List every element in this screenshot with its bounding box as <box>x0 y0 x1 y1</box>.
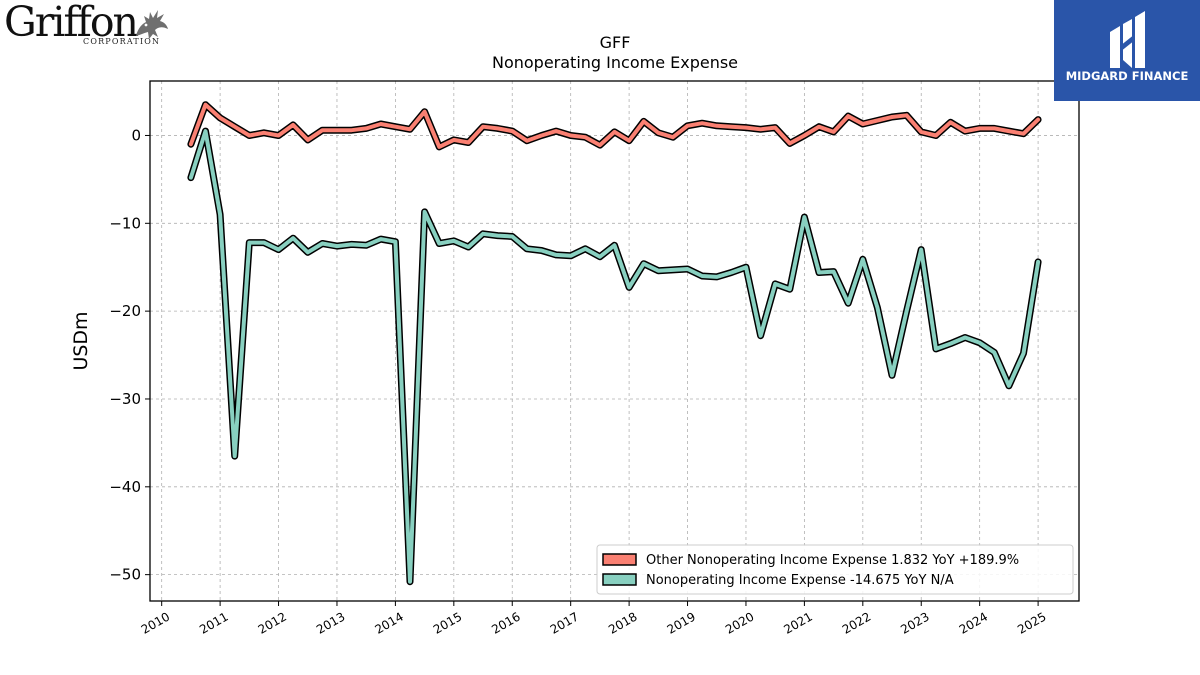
x-tick-label: 2016 <box>489 609 522 636</box>
series-line-outline <box>187 127 1042 586</box>
griffin-icon <box>136 10 168 39</box>
y-tick-label: −20 <box>109 302 141 320</box>
x-tick-label: 2020 <box>723 609 756 636</box>
chart-title: GFF <box>600 33 631 52</box>
x-tick-label: 2018 <box>606 609 639 636</box>
x-tick-label: 2010 <box>139 609 172 636</box>
x-tick-label: 2025 <box>1015 609 1048 636</box>
griffon-logo-wordmark: Griffon <box>4 0 139 46</box>
y-axis-label: USDm <box>70 311 92 370</box>
series-1 <box>187 127 1042 586</box>
series-line-outline <box>187 101 1042 151</box>
grid <box>150 81 1079 601</box>
x-tick-label: 2021 <box>781 609 814 636</box>
x-tick-label: 2022 <box>840 609 873 636</box>
chart-subtitle: Nonoperating Income Expense <box>492 53 738 72</box>
x-tick-label: 2019 <box>665 609 698 636</box>
x-tick-label: 2014 <box>372 609 405 636</box>
legend: Other Nonoperating Income Expense 1.832 … <box>596 544 1074 595</box>
legend-swatch <box>602 553 637 566</box>
legend-label: Other Nonoperating Income Expense 1.832 … <box>646 553 1019 568</box>
y-tick-label: 0 <box>131 126 141 144</box>
x-tick-label: 2011 <box>197 609 230 636</box>
plot-frame <box>149 80 1080 602</box>
x-tick-label: 2023 <box>898 609 931 636</box>
x-tick-label: 2024 <box>957 609 990 636</box>
y-tick-label: −50 <box>109 566 141 584</box>
y-tick-label: −40 <box>109 478 141 496</box>
legend-box <box>596 544 1074 595</box>
griffon-logo-subtitle: CORPORATION <box>83 37 161 46</box>
y-tick-label: −10 <box>109 214 141 232</box>
x-tick-label: 2017 <box>548 609 581 636</box>
series-line <box>188 129 1041 584</box>
y-tick-label: −30 <box>109 390 141 408</box>
series-0 <box>187 101 1042 151</box>
series-lines <box>187 101 1042 586</box>
midgard-finance-name: MIDGARD FINANCE <box>1065 69 1189 83</box>
x-tick-label: 2015 <box>431 609 464 636</box>
x-tick-label: 2013 <box>314 609 347 636</box>
series-line <box>188 102 1041 149</box>
legend-label: Nonoperating Income Expense -14.675 YoY … <box>646 573 954 588</box>
x-tick-label: 2012 <box>256 609 289 636</box>
midgard-finance-logo: MIDGARD FINANCE <box>1054 0 1200 101</box>
legend-swatch <box>602 573 637 586</box>
griffon-logo: Griffon CORPORATION <box>4 0 174 50</box>
midgard-mark-icon <box>1110 11 1145 68</box>
